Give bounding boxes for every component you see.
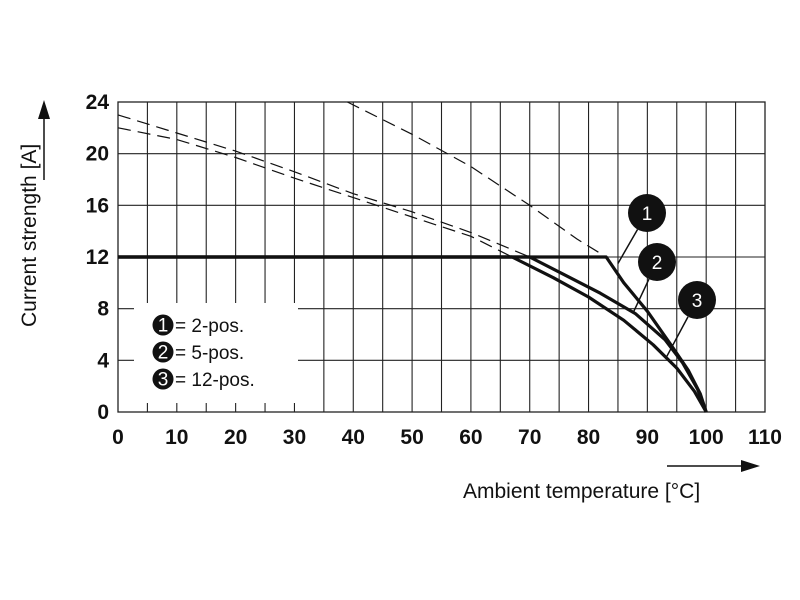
x-tick-label: 50 — [400, 426, 423, 449]
legend-marker-1 — [152, 314, 174, 336]
y-axis-ticks: 0 4 8 12 16 20 24 — [86, 91, 110, 424]
callout-badge-3 — [678, 281, 716, 319]
legend-label-2: = 5-pos. — [175, 343, 244, 364]
x-tick-label: 30 — [283, 426, 306, 449]
series-3-line — [118, 255, 708, 413]
series-2-line — [118, 255, 708, 413]
y-tick-label: 8 — [97, 298, 109, 321]
callout-number-2: 2 — [652, 253, 663, 274]
y-tick-label: 0 — [97, 401, 109, 424]
legend: 1 = 2-pos. 2 = 5-pos. 3 = 12-pos. — [134, 303, 298, 403]
callout-number-1: 1 — [642, 204, 653, 225]
x-axis-label: Ambient temperature [°C] — [463, 480, 700, 503]
x-tick-label: 60 — [459, 426, 482, 449]
y-axis-label: Current strength [A] — [18, 144, 41, 327]
legend-marker-2 — [152, 341, 174, 363]
y-tick-label: 20 — [86, 143, 109, 166]
callout-leader-3 — [666, 316, 689, 357]
legend-marker-number: 1 — [158, 316, 169, 337]
legend-label-3: = 12-pos. — [175, 370, 255, 391]
series-callouts: 1 2 3 — [617, 194, 716, 357]
y-axis-arrow-head — [38, 100, 50, 119]
x-tick-label: 90 — [636, 426, 659, 449]
series-lines — [117, 101, 708, 413]
x-tick-label: 10 — [165, 426, 188, 449]
y-tick-label: 12 — [86, 246, 109, 269]
x-tick-label: 40 — [342, 426, 365, 449]
x-axis-ticks: 0 10 20 30 40 50 60 70 80 90 100 110 — [112, 426, 782, 449]
x-tick-label: 0 — [112, 426, 124, 449]
x-tick-label: 70 — [518, 426, 541, 449]
legend-marker-3 — [152, 368, 174, 390]
callout-leader-2 — [633, 278, 650, 312]
legend-marker-number: 2 — [158, 343, 169, 364]
x-axis-arrow-head — [741, 460, 760, 472]
legend-marker-number: 3 — [158, 370, 169, 391]
y-tick-label: 16 — [86, 194, 109, 217]
x-tick-label: 20 — [224, 426, 247, 449]
x-tick-label: 80 — [577, 426, 600, 449]
x-tick-label: 100 — [689, 426, 724, 449]
callout-badge-2 — [638, 243, 676, 281]
y-tick-label: 24 — [86, 91, 110, 114]
y-tick-label: 4 — [97, 349, 109, 372]
x-tick-label: 110 — [748, 426, 782, 449]
series-2-dashed-line — [117, 114, 530, 258]
callout-number-3: 3 — [692, 291, 703, 312]
callout-badge-1 — [628, 194, 666, 232]
series-3-dashed-line — [117, 127, 513, 258]
legend-label-1: = 2-pos. — [175, 316, 244, 337]
series-1-dashed-line — [347, 101, 607, 258]
callout-leader-1 — [617, 229, 639, 264]
